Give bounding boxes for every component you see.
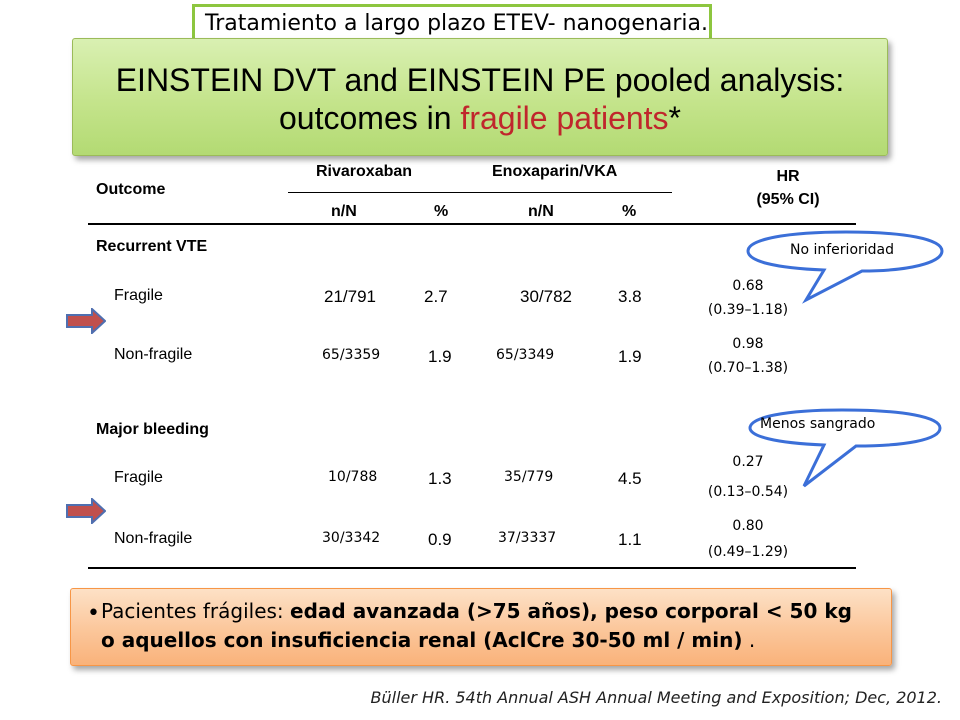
enox-nN: 37/3337 xyxy=(498,530,557,546)
enox-pct: 3.8 xyxy=(618,287,642,306)
title-suffix: * xyxy=(668,100,681,136)
riva-nN: 30/3342 xyxy=(322,530,381,546)
enox-pct: 4.5 xyxy=(618,469,642,488)
hr-ci: (0.39–1.18) xyxy=(707,302,789,318)
hr-ci: (0.13–0.54) xyxy=(707,484,789,500)
bottom-rule xyxy=(88,567,856,569)
callout-no-inferioridad: No inferioridad xyxy=(790,242,895,258)
arrow-right-icon xyxy=(66,308,106,334)
bullet-text: Pacientes frágiles: edad avanzada (>75 a… xyxy=(101,597,871,655)
results-table: Outcome Rivaroxaban Enoxaparin/VKA HR (9… xyxy=(88,156,856,570)
bullet-suffix: . xyxy=(742,628,756,652)
hr-value: 0.98 xyxy=(732,336,764,352)
sub-pct-enox: % xyxy=(622,203,637,220)
hr-value: 0.80 xyxy=(732,518,764,534)
section-title-major-bleeding: Major bleeding xyxy=(96,421,209,438)
riva-nN: 10/788 xyxy=(328,469,378,485)
speech-bubble-icon xyxy=(746,230,944,304)
sub-nN-enox: n/N xyxy=(528,203,554,220)
bullet-prefix: Pacientes frágiles: xyxy=(101,599,291,623)
speech-bubble-icon xyxy=(748,408,942,488)
enox-nN: 35/779 xyxy=(504,469,554,485)
arrow-right-icon xyxy=(66,498,106,524)
hr-header-line1: HR xyxy=(776,168,800,185)
top-note: Tratamiento a largo plazo ETEV- nanogena… xyxy=(192,4,712,44)
riva-pct: 1.9 xyxy=(428,347,452,366)
bullet-bold: edad avanzada (>75 años), peso corporal … xyxy=(101,599,852,652)
rivaroxaban-header: Rivaroxaban xyxy=(316,163,413,180)
header-rule xyxy=(88,223,856,225)
callout-menos-sangrado: Menos sangrado xyxy=(760,416,876,432)
enox-nN: 65/3349 xyxy=(496,347,555,363)
enox-nN: 30/782 xyxy=(520,287,572,306)
sub-nN-riva: n/N xyxy=(331,203,357,220)
row-label: Non-fragile xyxy=(114,530,193,547)
riva-pct: 1.3 xyxy=(428,469,452,488)
riva-pct: 2.7 xyxy=(424,287,448,306)
riva-nN: 21/791 xyxy=(324,287,376,306)
row-label: Fragile xyxy=(114,469,163,486)
title-line-2: outcomes in fragile patients* xyxy=(73,99,887,137)
section-title-recurrent-vte: Recurrent VTE xyxy=(96,238,208,255)
sub-pct-riva: % xyxy=(434,203,449,220)
bullet-dot-icon: • xyxy=(87,601,100,626)
title-line-1: EINSTEIN DVT and EINSTEIN PE pooled anal… xyxy=(115,62,845,98)
title-accent: fragile patients xyxy=(460,100,669,136)
hr-header-line2: (95% CI) xyxy=(756,191,820,208)
row-label: Fragile xyxy=(114,287,163,304)
group-underline xyxy=(288,192,672,193)
row-label: Non-fragile xyxy=(114,346,193,363)
riva-nN: 65/3359 xyxy=(322,347,381,363)
hr-ci: (0.49–1.29) xyxy=(707,544,789,560)
hr-ci: (0.70–1.38) xyxy=(707,360,789,376)
riva-pct: 0.9 xyxy=(428,530,452,549)
outcome-header: Outcome xyxy=(96,181,166,198)
enoxaparin-header: Enoxaparin/VKA xyxy=(492,163,618,180)
citation: Büller HR. 54th Annual ASH Annual Meetin… xyxy=(370,688,942,707)
enox-pct: 1.9 xyxy=(618,347,642,366)
hr-value: 0.27 xyxy=(732,454,764,470)
hr-value: 0.68 xyxy=(732,278,764,294)
bullet-box: • Pacientes frágiles: edad avanzada (>75… xyxy=(70,588,892,666)
title-box: EINSTEIN DVT and EINSTEIN PE pooled anal… xyxy=(72,38,888,156)
enox-pct: 1.1 xyxy=(618,530,642,549)
title-prefix: outcomes in xyxy=(279,100,461,136)
